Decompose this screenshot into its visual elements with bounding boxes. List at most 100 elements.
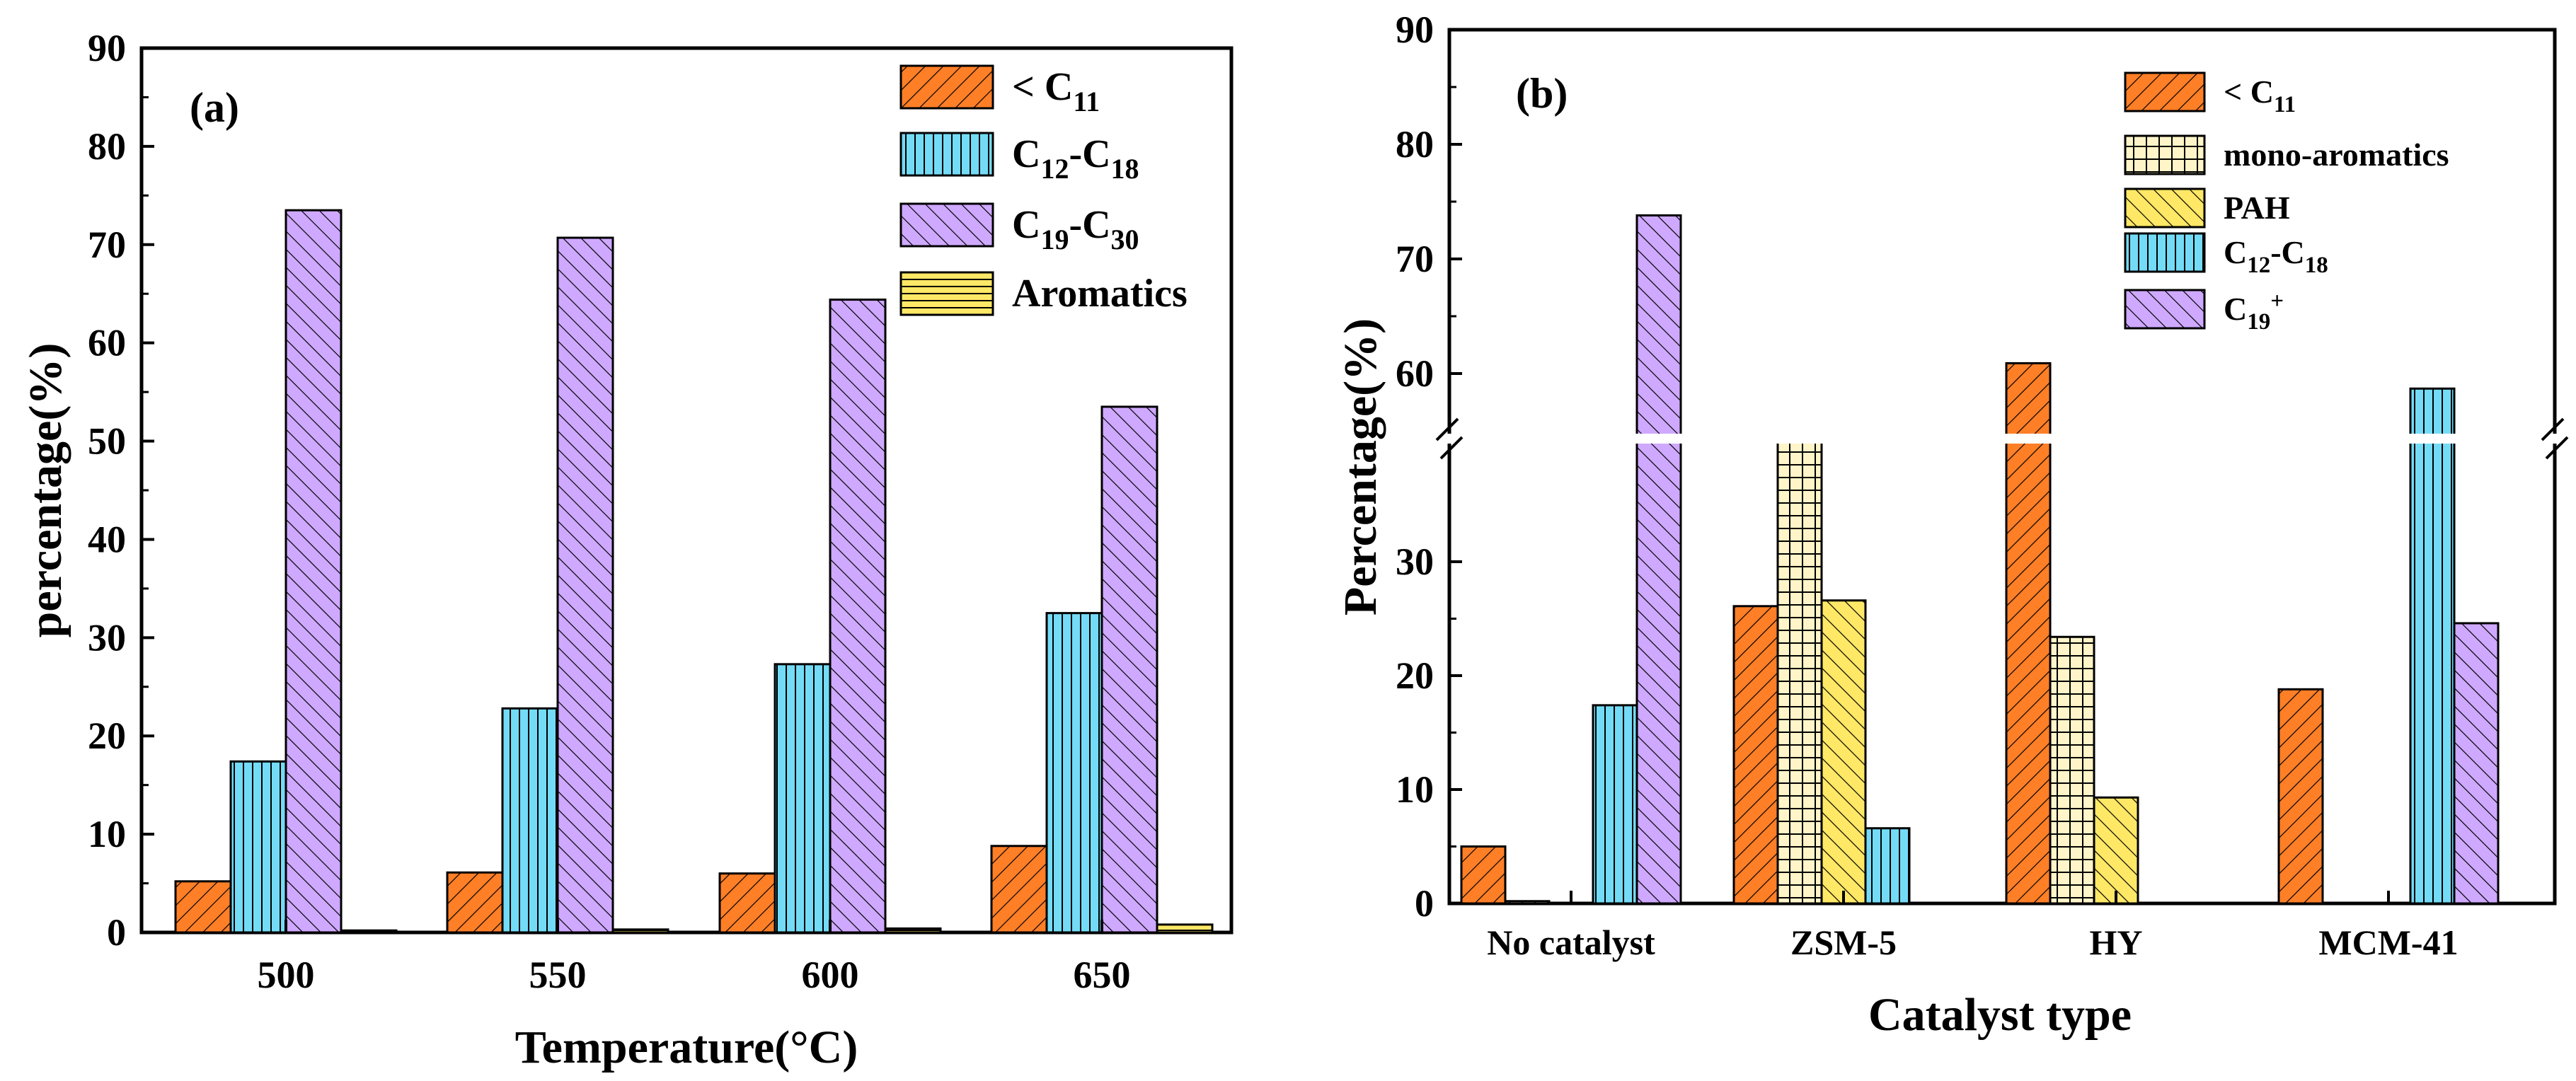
legend-label-pah: PAH [2224, 190, 2290, 226]
bar-c12-c18-550 [501, 707, 559, 934]
legend-swatch-aromatics [899, 271, 994, 316]
legend-item-pah: PAH [2124, 187, 2290, 229]
legend-a: < C11 C12-C18 C19-C30 Aromatics [899, 64, 1188, 316]
y-tick-label-b: 10 [1396, 768, 1434, 811]
y-tick-label-a: 10 [88, 813, 126, 855]
x-axis-title-b: Catalyst type [1868, 989, 2132, 1041]
bar-c12-c18-no-catalyst [1592, 704, 1638, 905]
y-tick-label-a: 80 [88, 125, 126, 168]
break-slash [2541, 417, 2565, 441]
bar-pah-zsm-5 [1820, 599, 1867, 905]
x-tick-label-b: MCM-41 [2318, 923, 2458, 962]
panel-b: 0 10 20 30 60 70 80 90 No catalyst ZSM-5 HY MCM-41… [1335, 8, 2569, 1041]
legend-item-c11: < C11 [899, 64, 1100, 117]
y-axis-title-b: Percentage(%) [1335, 318, 1386, 615]
y-tick-label-a: 20 [88, 715, 126, 757]
legend-label-c19: C19+ [2224, 289, 2284, 335]
bar-c11-500 [174, 880, 232, 934]
legend-label-c12-c18: C12-C18 [2224, 234, 2328, 278]
y-tick-label-b: 30 [1396, 540, 1434, 583]
bar-c11-zsm-5 [1732, 605, 1779, 905]
bar-c12-c18-650 [1045, 612, 1103, 934]
bar-c11-650 [990, 845, 1048, 934]
bar-c19-mcm-41 [2453, 622, 2500, 905]
bar-mono-aromatics-zsm-5 [1776, 438, 1823, 905]
x-tick-label-a: 600 [802, 954, 859, 996]
axis-break-marks [1435, 417, 2569, 460]
legend-swatch-c19-c30 [899, 202, 994, 248]
legend-label-c11: < C11 [1012, 65, 1100, 117]
bar-c12-c18-500 [229, 760, 287, 934]
panel-label-b: (b) [1516, 70, 1568, 117]
y-tick-label-a: 0 [107, 911, 126, 954]
legend-swatch-c19 [2124, 289, 2206, 330]
legend-label-aromatics: Aromatics [1012, 272, 1188, 316]
bar-c11-hy [2005, 362, 2052, 905]
legend-b: < C11 mono-aromatics PAH C12-C18 C19+ [2124, 71, 2449, 335]
x-tick-label-b: HY [2090, 923, 2143, 962]
bar-aromatics-550 [611, 928, 669, 934]
legend-item-c19-c30: C19-C30 [899, 202, 1139, 255]
x-tick-label-a: 550 [529, 954, 587, 996]
bar-c12-c18-600 [774, 663, 832, 934]
y-tick-label-b: 70 [1396, 238, 1434, 280]
bar-c12-c18-zsm-5 [1864, 827, 1911, 905]
legend-swatch-pah [2124, 187, 2206, 229]
legend-label-c12-c18: C12-C18 [1012, 132, 1139, 185]
x-tick-label-a: 650 [1074, 954, 1131, 996]
bar-mono-aromatics-hy [2049, 635, 2095, 905]
legend-swatch-c12-c18 [899, 132, 994, 177]
bar-c11-550 [446, 871, 504, 934]
y-tick-label-b: 80 [1396, 123, 1434, 166]
bars-b [1451, 214, 2553, 905]
legend-item-c19: C19+ [2124, 289, 2284, 335]
y-axis-a: 0 10 20 30 40 50 60 70 80 90 [88, 27, 154, 954]
plot-frame-b [1447, 28, 2557, 906]
y-tick-label-a: 50 [88, 420, 126, 463]
legend-label-c11: < C11 [2224, 74, 2296, 117]
y-axis-title-a: percentage(%) [20, 343, 71, 638]
y-tick-label-a: 70 [88, 224, 126, 266]
y-axis-b: 0 10 20 30 60 70 80 90 [1396, 8, 1462, 925]
legend-item-mono-aromatics: mono-aromatics [2124, 134, 2449, 175]
bar-c19-no-catalyst [1635, 214, 1682, 905]
bar-aromatics-650 [1156, 923, 1214, 934]
bar-c19-c30-500 [284, 209, 343, 934]
y-tick-label-b: 90 [1396, 8, 1434, 51]
break-slash [1439, 436, 1464, 460]
bar-c11-600 [718, 872, 776, 934]
bar-mono-aromatics-no-catalyst [1504, 900, 1551, 905]
bar-aromatics-500 [340, 929, 398, 934]
break-slash [1435, 417, 1459, 441]
y-tick-label-a: 30 [88, 616, 126, 659]
legend-swatch-c12-c18 [2124, 232, 2206, 273]
bar-c19-c30-550 [556, 236, 614, 934]
bar-c19-c30-600 [829, 299, 887, 934]
bar-c11-mcm-41 [2277, 688, 2324, 905]
legend-item-c12-c18: C12-C18 [899, 132, 1139, 185]
legend-item-aromatics: Aromatics [899, 271, 1188, 316]
legend-label-mono-aromatics: mono-aromatics [2224, 137, 2449, 173]
x-tick-label-b: No catalyst [1487, 923, 1655, 962]
bar-c11-no-catalyst [1460, 845, 1507, 905]
bar-aromatics-600 [884, 927, 942, 934]
x-axis-title-a: Temperature(°C) [515, 1022, 858, 1073]
y-tick-label-b: 20 [1396, 654, 1434, 697]
y-tick-label-a: 60 [88, 322, 126, 364]
y-tick-label-a: 90 [88, 27, 126, 69]
panel-a: 0 10 20 30 40 50 60 70 80 90 500 550 600 650 < C11 C1… [20, 27, 1234, 1073]
bar-c19-c30-650 [1100, 405, 1158, 934]
bars-a [174, 209, 1214, 934]
x-tick-label-a: 500 [258, 954, 315, 996]
bar-c12-c18-mcm-41 [2409, 387, 2456, 905]
y-tick-label-b: 0 [1415, 882, 1434, 925]
x-tick-label-b: ZSM-5 [1790, 923, 1897, 962]
legend-item-c12-c18: C12-C18 [2124, 232, 2328, 278]
legend-swatch-mono-aromatics [2124, 134, 2206, 175]
axis-break-gap [1451, 434, 2553, 444]
x-axis-b: No catalyst ZSM-5 HY MCM-41 [1487, 891, 2459, 962]
x-axis-a: 500 550 600 650 [258, 920, 1131, 996]
legend-item-c11: < C11 [2124, 71, 2296, 117]
legend-swatch-c11 [2124, 71, 2206, 112]
